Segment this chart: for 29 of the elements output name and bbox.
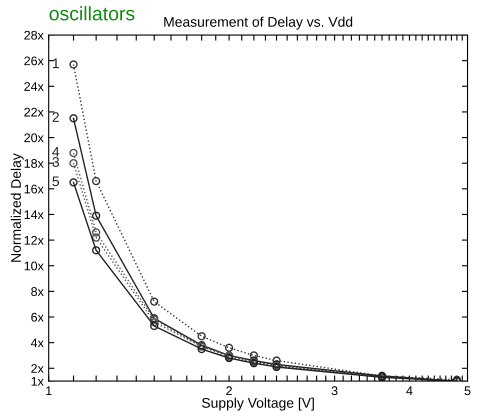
y-tick-label: 28x [24, 30, 44, 40]
x-tick-label: 5 [464, 386, 470, 396]
y-tick-label: 8x [31, 287, 44, 296]
y-tick-label: 12x [24, 236, 44, 245]
y-tick-label: 2x [31, 364, 44, 373]
text: oscillators [50, 6, 134, 20]
x-tick-label: 1 [46, 386, 52, 396]
y-tick-label: 14x [24, 210, 44, 219]
y-tick-label: 20x [24, 133, 44, 142]
x-tick-label: 4 [406, 386, 413, 396]
series-label: 5 [52, 176, 60, 186]
series-label: 1 [52, 58, 59, 68]
y-tick-label: 10x [24, 262, 44, 270]
y-tick-label: 26x [24, 56, 44, 66]
x-axis-title: Supply Voltage [V] [202, 398, 314, 411]
y-tick-label: 22x [24, 108, 44, 116]
series-label: 2 [52, 112, 59, 122]
y-tick-label: 1x [32, 377, 44, 386]
y-tick-label: 4x [30, 338, 44, 348]
y-tick-label: 16x [24, 184, 44, 194]
y-tick-label: 24x [24, 82, 44, 91]
series-label: 3 [52, 157, 60, 167]
x-tick-label: 3 [332, 386, 338, 396]
y-axis-title: Normalized Delay [10, 153, 24, 262]
y-tick-label: 6x [31, 312, 44, 322]
x-tick-label: 2 [226, 386, 232, 396]
series-label: 4 [52, 146, 60, 157]
chart-title: Measurement of Delay vs. Vdd [164, 16, 352, 30]
y-tick-label: 18x [24, 159, 44, 168]
